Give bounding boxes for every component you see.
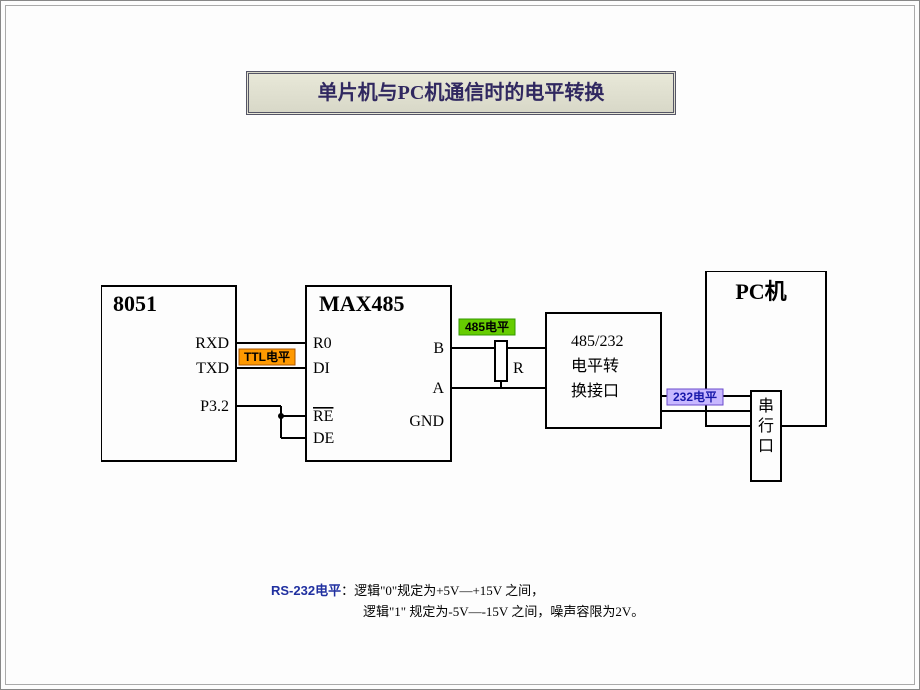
- badge-485-text: 485电平: [465, 319, 509, 334]
- max-pin-a: A: [432, 380, 444, 397]
- title-text: 单片机与PC机通信时的电平转换: [318, 82, 605, 104]
- max485-name: MAX485: [319, 291, 405, 316]
- max-pin-gnd: GND: [409, 413, 444, 430]
- serial-port-ch2: 行: [758, 417, 774, 435]
- conv-line1: 485/232: [571, 333, 623, 350]
- pc-name: PC机: [735, 279, 786, 304]
- resistor-label: R: [513, 360, 524, 377]
- footnote-lead: RS-232电平: [271, 583, 341, 598]
- serial-port-ch1: 串: [758, 397, 774, 415]
- footnote-line2: 逻辑"1" 规定为-5V—-15V 之间，噪声容限为2V。: [363, 604, 644, 619]
- conv-line3: 换接口: [571, 382, 619, 400]
- badge-ttl: TTL电平: [239, 349, 295, 365]
- mcu-pin-txd: TXD: [196, 360, 229, 377]
- badge-485: 485电平: [459, 319, 515, 335]
- max-pin-de: DE: [313, 430, 334, 447]
- max-pin-r0: R0: [313, 335, 332, 352]
- badge-232-text: 232电平: [673, 389, 717, 404]
- max-pin-di: DI: [313, 360, 330, 377]
- conv-line2: 电平转: [571, 357, 619, 375]
- max-pin-b: B: [433, 340, 444, 357]
- max-pin-re: RE: [313, 408, 333, 425]
- mcu-pin-p32: P3.2: [200, 398, 229, 415]
- resistor: [495, 341, 507, 381]
- footnote-sep: ：: [341, 583, 354, 598]
- title-box: 单片机与PC机通信时的电平转换: [246, 71, 676, 115]
- mcu-name: 8051: [113, 291, 157, 316]
- serial-port-ch3: 口: [758, 438, 774, 455]
- footnote: RS-232电平：逻辑"0"规定为+5V—+15V 之间， 逻辑"1" 规定为-…: [271, 581, 644, 623]
- badge-ttl-text: TTL电平: [244, 349, 290, 364]
- footnote-line1: 逻辑"0"规定为+5V—+15V 之间，: [354, 583, 544, 598]
- mcu-pin-rxd: RXD: [195, 335, 229, 352]
- diagram: 8051 RXD TXD P3.2 MAX485 R0 DI RE DE B A…: [101, 271, 861, 511]
- badge-232: 232电平: [667, 389, 723, 405]
